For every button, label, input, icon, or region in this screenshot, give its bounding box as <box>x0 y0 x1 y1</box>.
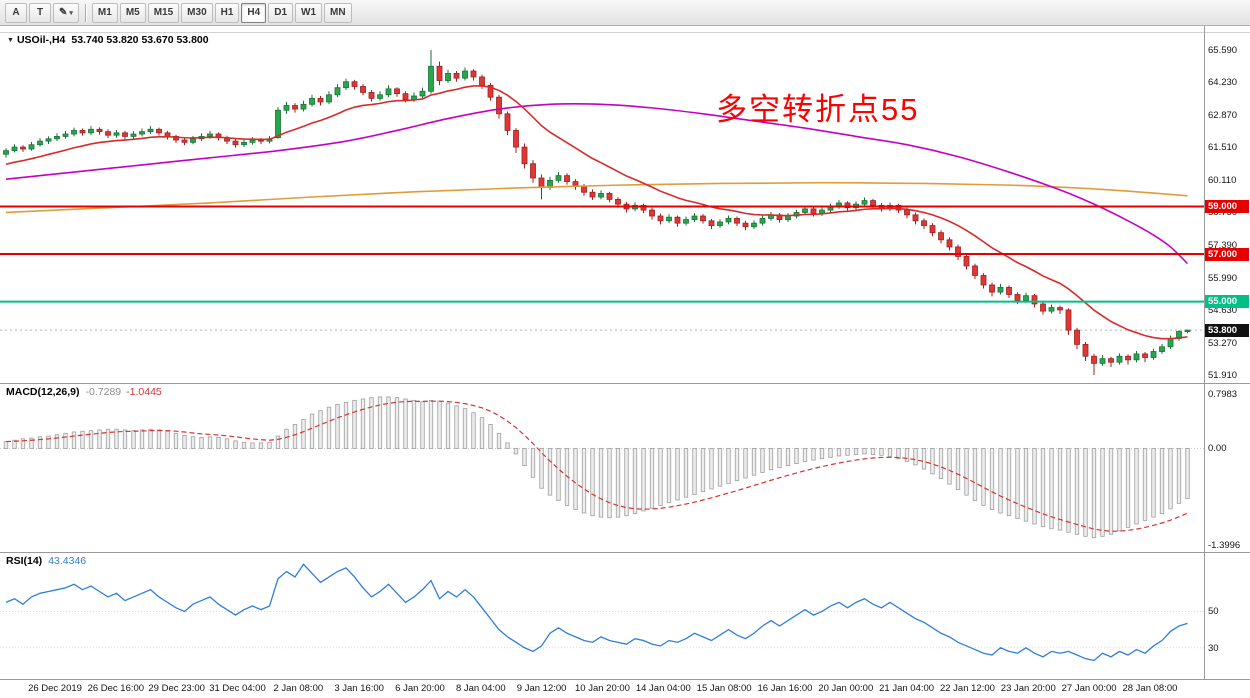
dropdown-caret-icon: ▾ <box>69 9 73 17</box>
ma-fast-line <box>5 85 1188 340</box>
rsi-indicator-name: RSI(14) <box>6 555 43 567</box>
price-axis-label: 64.230 <box>1208 77 1238 89</box>
rsi-line <box>5 563 1188 662</box>
expand-arrow-icon[interactable]: ▼ <box>7 37 14 44</box>
symbol-ohlc-line: ▼ USOil-,H4 53.740 53.820 53.670 53.800 <box>7 34 209 46</box>
text-tool-button[interactable]: T <box>29 2 51 23</box>
price-axis-label: 53.270 <box>1208 337 1238 349</box>
time-axis-label: 16 Jan 16:00 <box>757 683 813 694</box>
time-axis-label: 15 Jan 08:00 <box>696 683 752 694</box>
macd-histogram <box>3 396 1190 539</box>
time-axis-label: 6 Jan 20:00 <box>395 683 445 694</box>
ohlc-values: 53.740 53.820 53.670 53.800 <box>71 34 209 46</box>
time-axis-label: 31 Dec 04:00 <box>209 683 266 694</box>
price-axis-label: 55.990 <box>1208 273 1238 285</box>
rsi-axis-label: 30 <box>1208 642 1219 654</box>
price-axis-label: 54.630 <box>1208 305 1238 317</box>
timeframe-button-w1[interactable]: W1 <box>295 2 323 23</box>
timeframe-button-h1[interactable]: H1 <box>214 2 240 23</box>
timeframe-button-d1[interactable]: D1 <box>268 2 294 23</box>
toolbar-left-tools: A T ✎ ▾ <box>4 2 80 23</box>
time-axis-label: 8 Jan 04:00 <box>455 683 506 694</box>
price-axis-label: 51.910 <box>1208 370 1238 382</box>
rsi-header: RSI(14) 43.4346 <box>6 555 86 567</box>
macd-axis-label: -1.3996 <box>1208 539 1241 551</box>
price-axis-label: 65.590 <box>1208 44 1238 56</box>
macd-axis-label: 0.00 <box>1208 443 1227 455</box>
time-axis-label: 22 Jan 12:00 <box>939 683 995 694</box>
rsi-axis-label: 50 <box>1208 606 1219 618</box>
macd-signal-value: -1.0445 <box>126 386 162 398</box>
annotation-text: 多空转折点55 <box>716 92 920 127</box>
timeframe-button-mn[interactable]: MN <box>324 2 352 23</box>
time-axis-label: 2 Jan 08:00 <box>273 683 324 694</box>
timeframe-button-m15[interactable]: M15 <box>147 2 180 23</box>
price-axis-label: 61.510 <box>1208 141 1238 153</box>
time-axis-label: 14 Jan 04:00 <box>635 683 691 694</box>
price-axis-label: 60.110 <box>1208 175 1237 187</box>
time-axis-label: 26 Dec 2019 <box>28 683 82 694</box>
time-axis-label: 10 Jan 20:00 <box>575 683 630 694</box>
time-axis-label: 21 Jan 04:00 <box>879 683 935 694</box>
time-axis-label: 20 Jan 00:00 <box>818 683 874 694</box>
macd-indicator-name: MACD(12,26,9) <box>6 386 80 398</box>
toolbar-separator <box>84 3 86 22</box>
ma-mid-line <box>5 102 1189 265</box>
cursor-tool-button[interactable]: A <box>5 2 27 23</box>
level-price-badge: 55.000 <box>1205 295 1249 309</box>
ma-slow-line <box>5 181 1188 214</box>
draw-tools-button[interactable]: ✎ ▾ <box>53 2 79 23</box>
timeframe-button-m5[interactable]: M5 <box>119 2 146 23</box>
candles-layer <box>3 49 1191 376</box>
price-axis-label: 62.870 <box>1208 109 1238 121</box>
macd-header: MACD(12,26,9) -0.7289 -1.0445 <box>6 386 162 398</box>
macd-axis-label: 0.7983 <box>1208 388 1238 400</box>
toolbar: A T ✎ ▾ M1 M5 M15 M30 H1 H4 D1 W1 MN <box>0 0 1250 26</box>
timeframe-button-m1[interactable]: M1 <box>91 2 118 23</box>
price-axis-label: 57.390 <box>1208 239 1238 251</box>
time-axis-label: 26 Dec 16:00 <box>87 683 145 694</box>
time-axis-label: 27 Jan 00:00 <box>1061 683 1117 694</box>
time-axis-label: 28 Jan 08:00 <box>1122 683 1178 694</box>
rsi-value: 43.4346 <box>48 555 87 567</box>
time-axis-label: 23 Jan 20:00 <box>1000 683 1056 694</box>
symbol-label: USOil-,H4 <box>16 34 66 46</box>
time-axis-label: 3 Jan 16:00 <box>334 683 384 694</box>
timeframe-button-m30[interactable]: M30 <box>181 2 213 23</box>
level-price-badge: 59.000 <box>1205 200 1249 214</box>
time-axis-label: 29 Dec 23:00 <box>148 683 205 694</box>
timeframe-button-group: M1 M5 M15 M30 H1 H4 D1 W1 MN <box>91 2 353 23</box>
macd-main-value: -0.7289 <box>85 386 122 398</box>
level-price-badge: 57.000 <box>1205 247 1249 261</box>
timeframe-button-h4[interactable]: H4 <box>241 2 267 23</box>
current-price-badge: 53.800 <box>1205 323 1249 337</box>
time-axis-label: 9 Jan 12:00 <box>516 683 567 694</box>
